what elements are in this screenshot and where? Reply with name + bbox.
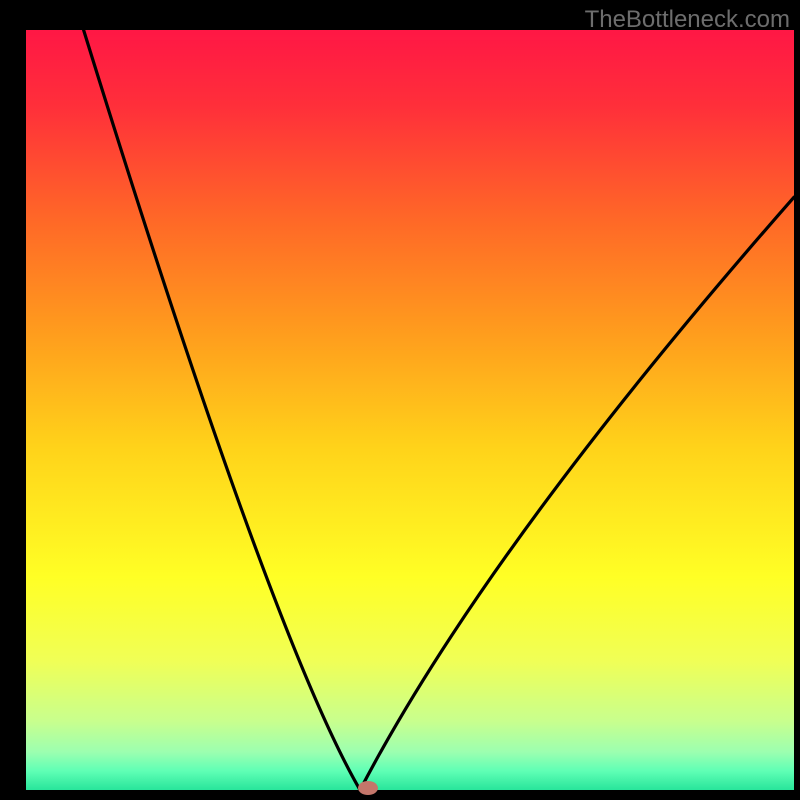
plot-area xyxy=(26,30,794,790)
figure-root: TheBottleneck.com xyxy=(0,0,800,800)
curve-path xyxy=(84,30,794,790)
watermark-text: TheBottleneck.com xyxy=(585,6,790,34)
optimum-marker xyxy=(358,781,378,795)
bottleneck-curve xyxy=(26,30,794,790)
